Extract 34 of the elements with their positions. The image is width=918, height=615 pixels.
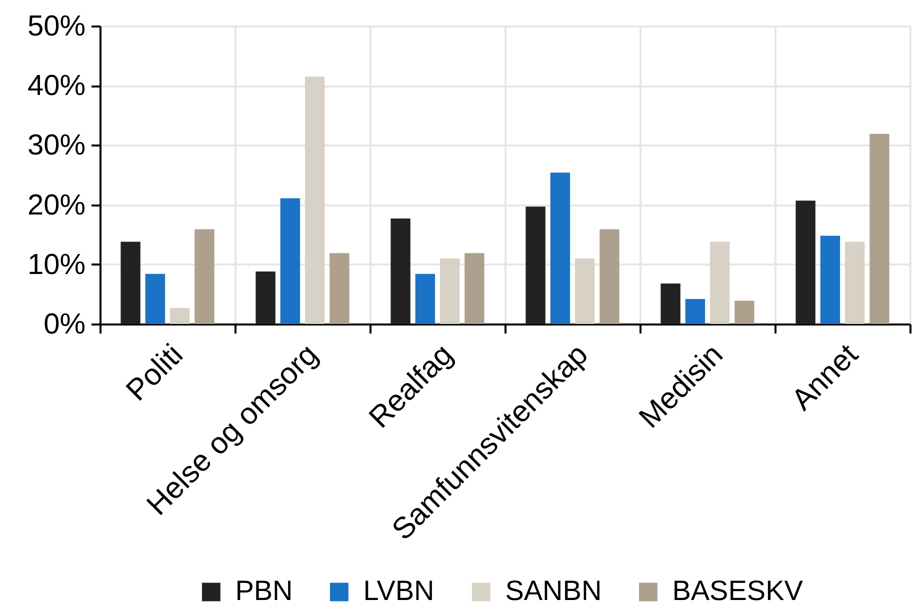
bar	[170, 308, 190, 324]
bar	[844, 242, 865, 324]
bar	[660, 283, 680, 324]
y-tick-label: 50%	[27, 10, 86, 42]
bar	[574, 258, 595, 324]
y-tick-label: 20%	[27, 189, 86, 222]
y-tick-label: 30%	[27, 130, 86, 162]
bar	[820, 236, 840, 324]
bar	[390, 218, 410, 324]
bar	[120, 242, 140, 324]
bar	[464, 253, 484, 324]
bar	[685, 298, 706, 324]
bar	[256, 272, 276, 324]
legend-label: BASESKV	[672, 575, 804, 606]
bar	[330, 253, 350, 324]
bar	[526, 206, 546, 324]
bar	[796, 200, 816, 324]
y-tick-label: 10%	[27, 248, 86, 281]
bar	[280, 198, 300, 324]
bar	[550, 172, 570, 324]
bar	[194, 229, 214, 324]
legend-label: SANBN	[505, 575, 602, 606]
bar	[734, 300, 754, 324]
y-tick-label: 0%	[44, 308, 86, 340]
y-tick-label: 40%	[27, 70, 86, 102]
bar	[415, 274, 436, 324]
legend-label: PBN	[235, 575, 293, 606]
bar	[600, 229, 620, 324]
bar	[145, 274, 166, 324]
bar	[304, 76, 325, 324]
legend-label: LVBN	[363, 575, 434, 606]
bar	[440, 258, 460, 324]
bar	[870, 134, 890, 324]
bar	[710, 242, 730, 324]
